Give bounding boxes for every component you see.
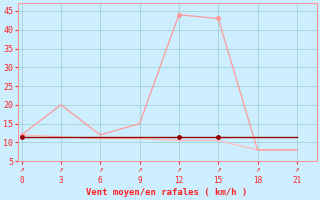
X-axis label: Vent moyen/en rafales ( km/h ): Vent moyen/en rafales ( km/h )	[86, 188, 248, 197]
